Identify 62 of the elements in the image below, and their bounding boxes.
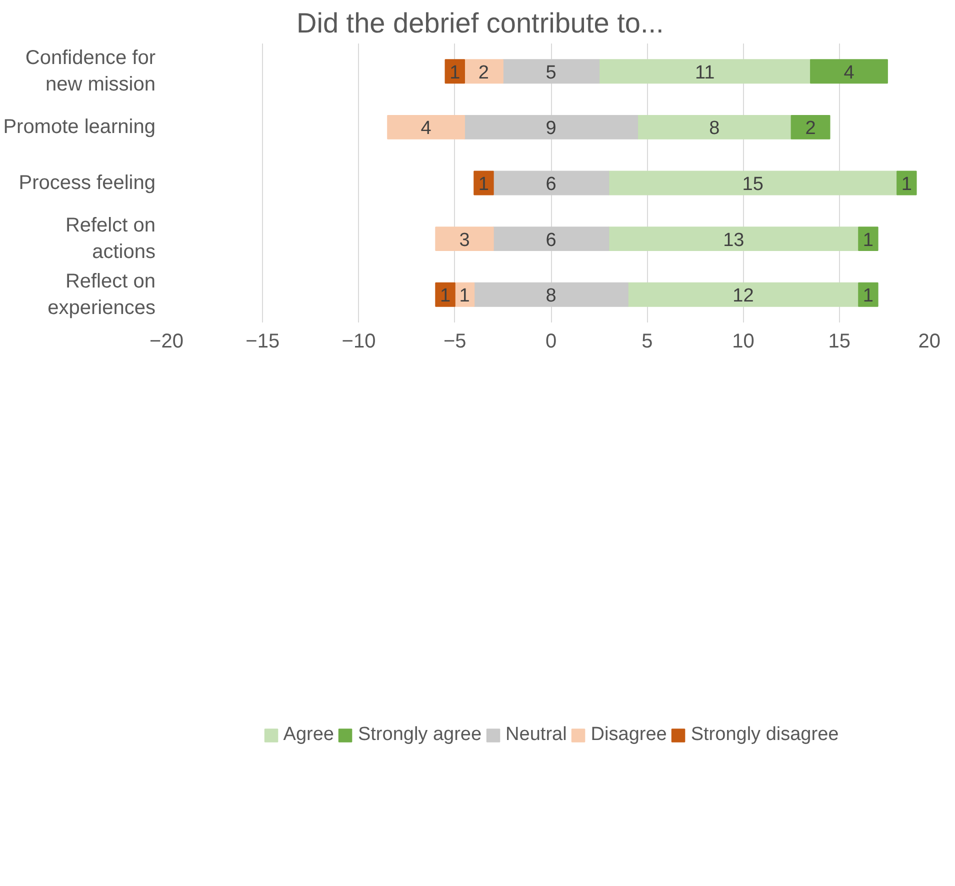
x-tick-label: 15 [828, 330, 850, 352]
data-label: 13 [723, 230, 744, 251]
data-label: 1 [450, 62, 460, 84]
bar [502, 59, 600, 84]
bar [435, 282, 456, 307]
y-tick-label: Confidence for new mission [25, 47, 156, 96]
x-tick-label: 0 [545, 330, 557, 352]
data-label: 1 [459, 286, 470, 307]
legend-label: Agree [283, 724, 334, 746]
bar [858, 226, 878, 252]
x-tick-label: −15 [246, 330, 280, 352]
data-label: 2 [805, 118, 816, 140]
bar [858, 282, 878, 307]
data-label: 4 [420, 118, 432, 140]
x-tick-label: −20 [150, 330, 184, 352]
chart-title: Did the debrief contribute to... [296, 8, 664, 38]
data-label: 1 [901, 174, 912, 195]
data-label: 12 [732, 286, 754, 307]
x-tick-label: 20 [918, 330, 941, 352]
data-label: 8 [709, 118, 720, 140]
legend-label: Strongly disagree [690, 724, 839, 746]
bar [896, 170, 917, 196]
bar [608, 226, 860, 252]
bar [464, 114, 638, 140]
data-label: 9 [546, 118, 556, 140]
legend-label: Neutral [506, 724, 567, 746]
data-label: 3 [459, 230, 470, 251]
legend-label: Strongly agree [358, 724, 482, 746]
data-label: 1 [862, 286, 874, 307]
bar [464, 59, 504, 84]
data-label: 11 [694, 62, 715, 84]
y-tick-label: Process feeling [18, 172, 156, 194]
data-label: 1 [440, 286, 451, 307]
bar [637, 114, 792, 140]
y-tick-label: Promote learning [3, 116, 156, 138]
y-tick-label: Refelct on actions [65, 214, 156, 263]
x-tick-label: 10 [732, 330, 754, 352]
bar [810, 59, 888, 84]
bar [387, 114, 465, 140]
bar [608, 170, 898, 196]
bar [492, 170, 610, 196]
bar [790, 114, 830, 140]
data-label: 15 [742, 174, 764, 195]
data-label: 1 [478, 174, 490, 195]
data-label: 6 [546, 230, 556, 251]
x-tick-label: 5 [642, 330, 653, 352]
data-label: 1 [862, 230, 874, 251]
data-label: 6 [546, 174, 556, 195]
y-tick-label: Reflect on experiences [48, 270, 156, 319]
legend-label: Disagree [590, 724, 667, 746]
bar [492, 226, 610, 252]
x-tick-label: −10 [342, 330, 376, 352]
bar [598, 59, 812, 84]
data-label: 4 [844, 62, 855, 84]
bar [474, 282, 628, 307]
bar [627, 282, 860, 307]
data-label: 5 [546, 62, 556, 84]
bar [474, 170, 494, 196]
bar [435, 226, 494, 252]
data-label: 8 [546, 286, 556, 307]
data-label: 2 [478, 62, 490, 84]
x-tick-label: −5 [443, 330, 466, 352]
